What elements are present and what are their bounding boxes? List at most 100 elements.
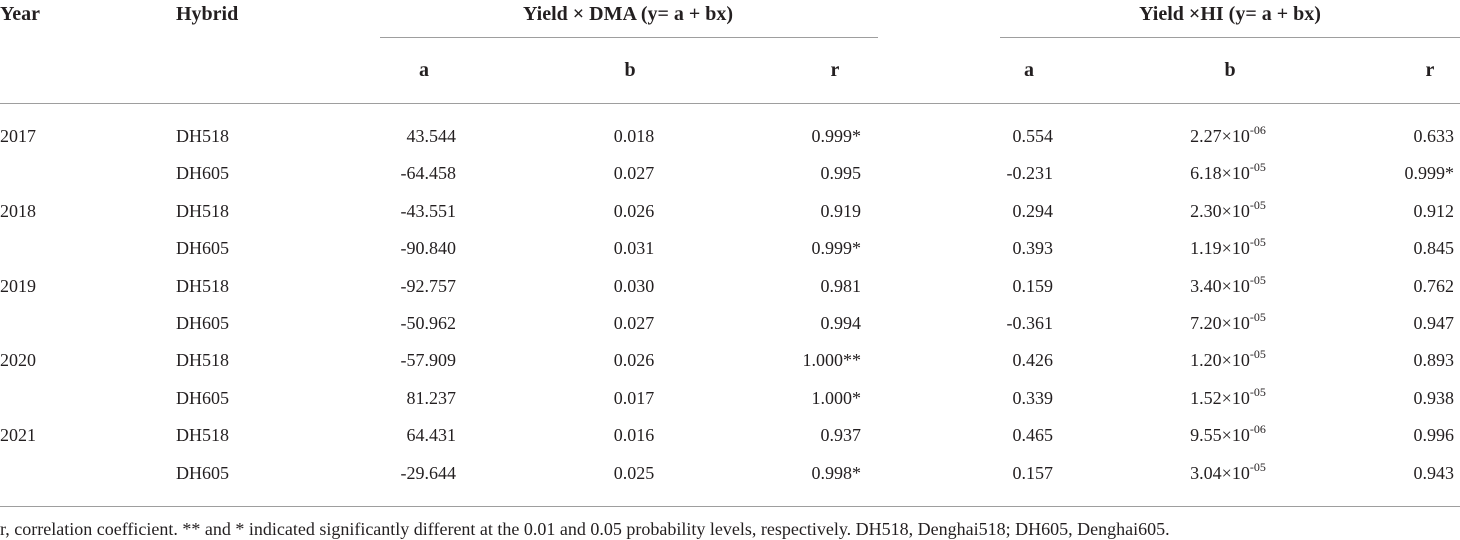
cell-hi-r: 0.947 [1413, 313, 1455, 333]
cell-dma-a: -90.840 [400, 238, 457, 259]
cell-hybrid: DH605 [176, 238, 229, 259]
cell-hybrid: DH518 [176, 126, 229, 146]
cell-hybrid: DH518 [176, 275, 229, 296]
cell-dma-r: 0.919 [820, 200, 862, 221]
bottom-rule [0, 506, 1460, 507]
cell-hi-b: 2.30×10-05 [1190, 197, 1266, 222]
cell-hi-r: 0.938 [1413, 387, 1455, 408]
cell-dma-b: 0.016 [613, 425, 655, 446]
cell-hi-r: 0.893 [1413, 350, 1455, 371]
cell-dma-b: 0.027 [613, 163, 655, 184]
cell-dma-r: 1.000* [811, 387, 862, 408]
cell-dma-r: 0.994 [820, 313, 862, 333]
cell-year: 2017 [0, 126, 36, 146]
cell-dma-r: 0.937 [820, 425, 862, 446]
hi-b-exponent: -05 [1249, 384, 1266, 399]
cell-hybrid: DH605 [176, 313, 229, 333]
header-dma-r: r [830, 59, 840, 81]
header-hi-r: r [1425, 59, 1435, 81]
cell-dma-a: 81.237 [406, 387, 457, 408]
cell-dma-b: 0.030 [613, 275, 655, 296]
hi-b-mantissa: 6.18×10 [1190, 163, 1250, 184]
cell-hi-r: 0.845 [1413, 238, 1455, 259]
cell-hybrid: DH605 [176, 387, 229, 408]
cell-hi-a: -0.231 [1006, 163, 1054, 184]
cell-dma-a: -57.909 [400, 350, 457, 371]
hi-b-mantissa: 3.04×10 [1190, 462, 1250, 483]
cell-hi-a: 0.393 [1012, 238, 1054, 259]
hi-b-exponent: -05 [1249, 347, 1266, 362]
header-group-dma: Yield × DMA (y= a + bx) [522, 3, 734, 25]
hi-b-exponent: -05 [1249, 197, 1266, 212]
cell-dma-r: 0.999* [811, 126, 862, 146]
header-hi-a: a [1024, 59, 1034, 81]
hi-b-mantissa: 2.30×10 [1190, 200, 1250, 221]
hi-b-mantissa: 9.55×10 [1190, 425, 1250, 446]
hi-b-mantissa: 1.52×10 [1190, 387, 1250, 408]
hi-b-mantissa: 1.20×10 [1190, 350, 1250, 371]
header-hi-b: b [1224, 59, 1236, 81]
cell-dma-b: 0.018 [613, 126, 655, 146]
cell-year: 2020 [0, 350, 36, 371]
cell-hi-r: 0.762 [1413, 275, 1455, 296]
cell-year: 2018 [0, 200, 36, 221]
cell-dma-b: 0.027 [613, 313, 655, 333]
cell-hi-r: 0.999* [1404, 163, 1455, 184]
hi-b-exponent: -05 [1249, 160, 1266, 175]
cell-hybrid: DH518 [176, 425, 229, 446]
cell-dma-r: 0.981 [820, 275, 862, 296]
cell-hi-a: 0.426 [1012, 350, 1054, 371]
header-dma-b: b [624, 59, 636, 81]
cell-dma-b: 0.025 [613, 462, 655, 483]
group-rule-hi [1000, 37, 1460, 38]
cell-hi-b: 9.55×10-06 [1190, 423, 1266, 446]
hi-b-mantissa: 1.19×10 [1190, 238, 1250, 259]
cell-hi-a: 0.157 [1012, 462, 1054, 483]
cell-hi-a: 0.159 [1012, 275, 1054, 296]
cell-hi-r: 0.633 [1413, 126, 1455, 146]
cell-dma-b: 0.026 [613, 350, 655, 371]
cell-hybrid: DH518 [176, 350, 229, 371]
hi-b-mantissa: 7.20×10 [1190, 313, 1250, 333]
cell-hi-r: 0.996 [1413, 425, 1455, 446]
cell-year: 2019 [0, 275, 36, 296]
header-rule [0, 103, 1460, 104]
group-rule-dma [380, 37, 878, 38]
cell-hybrid: DH605 [176, 462, 229, 483]
hi-b-mantissa: 3.40×10 [1190, 275, 1250, 296]
cell-dma-a: -43.551 [400, 200, 457, 221]
cell-dma-r: 0.995 [820, 163, 862, 184]
cell-hi-b: 7.20×10-05 [1190, 310, 1266, 334]
hi-b-exponent: -05 [1249, 272, 1266, 287]
cell-dma-a: -92.757 [400, 275, 457, 296]
cell-dma-r: 0.999* [811, 238, 862, 259]
cell-dma-r: 1.000** [802, 350, 862, 371]
hi-b-mantissa: 2.27×10 [1190, 126, 1250, 146]
cell-hi-b: 2.27×10-06 [1190, 123, 1266, 147]
table-footnote: r, correlation coefficient. ** and * ind… [0, 519, 1170, 539]
cell-dma-b: 0.026 [613, 200, 655, 221]
hi-b-exponent: -05 [1249, 310, 1266, 324]
cell-dma-b: 0.017 [613, 387, 655, 408]
cell-dma-a: -29.644 [400, 462, 457, 483]
cell-hi-r: 0.943 [1413, 462, 1455, 483]
cell-hi-r: 0.912 [1413, 200, 1455, 221]
header-group-hi: Yield ×HI (y= a + bx) [1139, 3, 1321, 25]
cell-year: 2021 [0, 425, 36, 446]
cell-hi-a: 0.294 [1012, 200, 1054, 221]
cell-dma-a: 43.544 [406, 126, 457, 146]
cell-hi-a: 0.554 [1012, 126, 1054, 146]
cell-hi-b: 6.18×10-05 [1190, 160, 1266, 184]
hi-b-exponent: -06 [1249, 123, 1266, 137]
cell-dma-a: -64.458 [400, 163, 457, 184]
cell-hybrid: DH518 [176, 200, 229, 221]
header-dma-a: a [419, 59, 429, 81]
cell-hi-b: 3.40×10-05 [1190, 272, 1266, 297]
cell-hi-b: 1.19×10-05 [1190, 236, 1266, 259]
cell-hi-b: 1.20×10-05 [1190, 347, 1266, 371]
hi-b-exponent: -05 [1249, 459, 1266, 474]
cell-dma-b: 0.031 [613, 238, 655, 259]
cell-hi-a: 0.465 [1012, 425, 1054, 446]
cell-dma-r: 0.998* [811, 462, 862, 483]
